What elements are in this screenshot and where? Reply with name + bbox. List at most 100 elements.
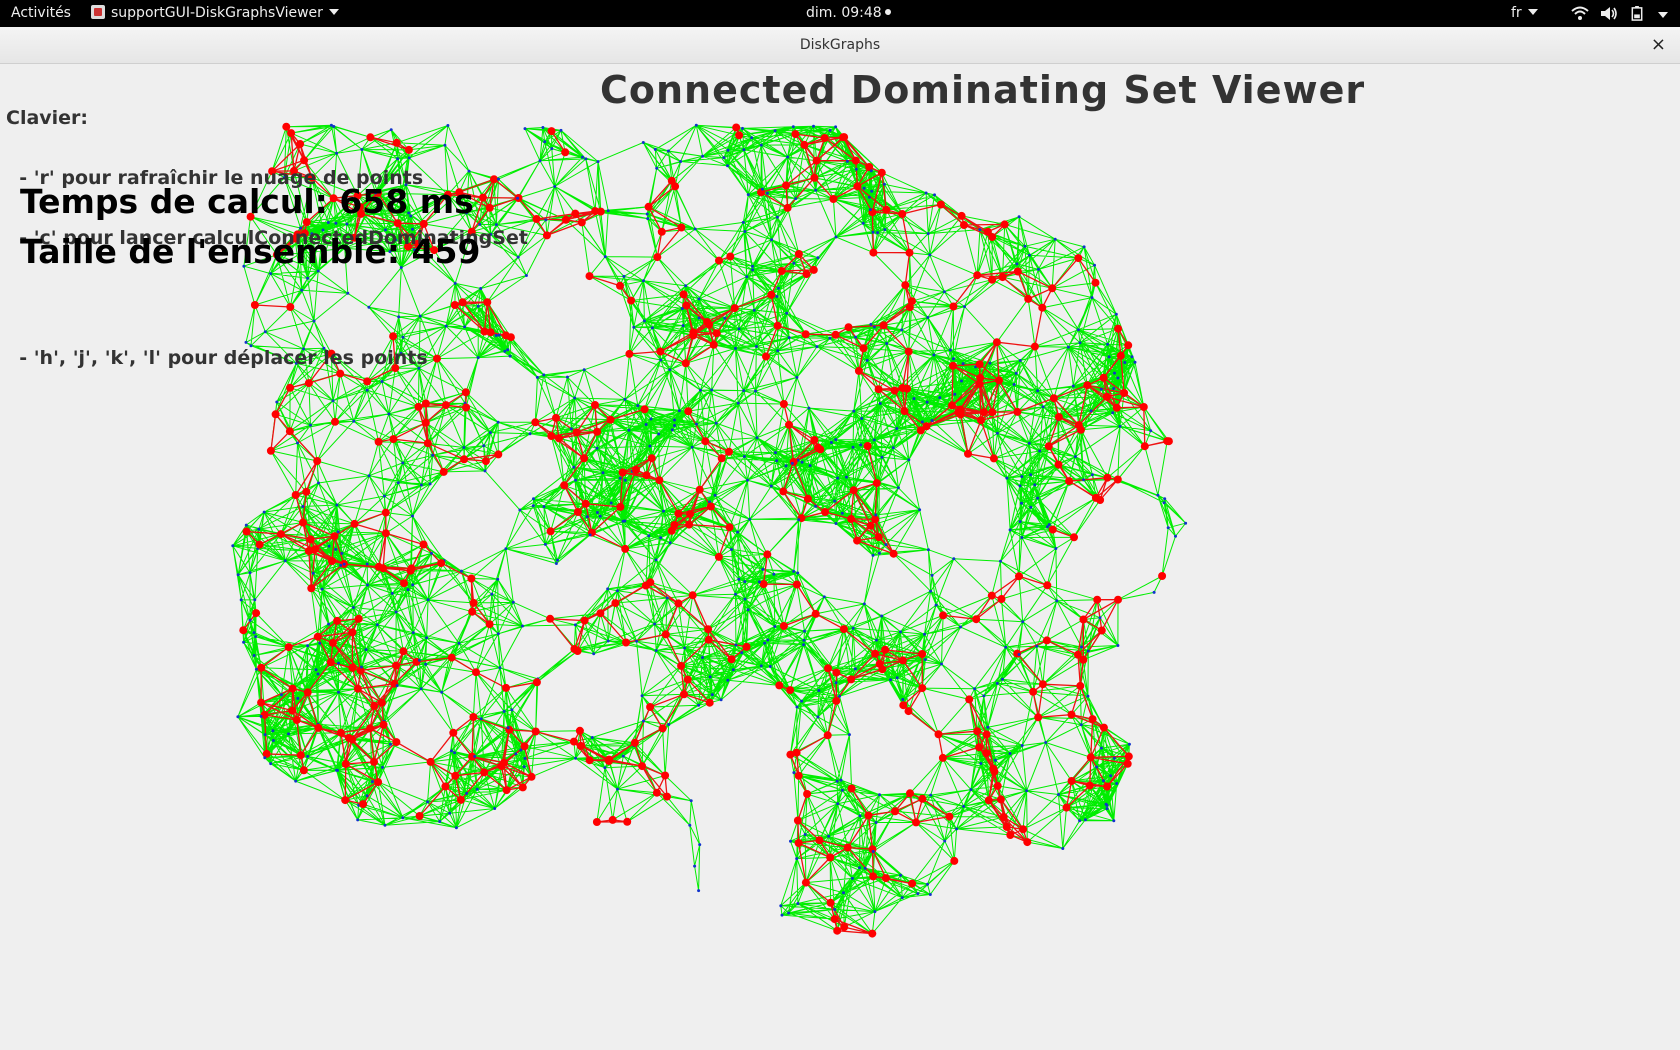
graph-node bbox=[869, 322, 873, 326]
graph-node bbox=[1112, 756, 1116, 760]
dominating-node bbox=[355, 203, 364, 211]
graph-node bbox=[1008, 752, 1012, 755]
dominating-node bbox=[638, 762, 647, 771]
dominating-node bbox=[975, 743, 984, 752]
graph-node bbox=[1066, 345, 1070, 349]
dominating-node bbox=[616, 502, 625, 511]
dominating-node bbox=[811, 609, 820, 618]
graph-node bbox=[736, 401, 740, 405]
graph-node bbox=[544, 218, 548, 222]
graph-node bbox=[300, 288, 304, 292]
graph-node bbox=[999, 559, 1002, 563]
volume-icon[interactable] bbox=[1600, 6, 1618, 21]
graph-node bbox=[926, 232, 930, 236]
dominating-node bbox=[1083, 381, 1092, 390]
wifi-icon[interactable] bbox=[1571, 6, 1589, 21]
dominating-node bbox=[763, 550, 772, 559]
graph-node bbox=[428, 482, 432, 486]
graph-canvas-area[interactable]: Clavier: - 'r' pour rafraîchir le nuage … bbox=[0, 64, 1680, 1050]
dominating-node bbox=[996, 795, 1005, 804]
graph-node bbox=[494, 334, 498, 337]
dominating-node bbox=[532, 678, 541, 687]
dominating-node bbox=[480, 327, 489, 336]
graph-node bbox=[271, 739, 275, 742]
graph-node bbox=[1107, 355, 1111, 359]
graph-node bbox=[1005, 476, 1009, 480]
dominating-node bbox=[965, 695, 974, 704]
graph-node bbox=[961, 362, 965, 366]
dominating-node bbox=[303, 688, 312, 697]
activities-button[interactable]: Activités bbox=[11, 5, 71, 21]
graph-node bbox=[644, 423, 648, 426]
dominating-node bbox=[441, 782, 450, 791]
graph-node bbox=[1008, 528, 1012, 532]
graph-node bbox=[659, 358, 663, 362]
close-window-button[interactable]: × bbox=[1650, 34, 1666, 55]
dominating-node bbox=[1074, 254, 1083, 263]
app-menu-button[interactable]: supportGUI-DiskGraphsViewer bbox=[91, 0, 339, 27]
graph-node bbox=[761, 567, 765, 571]
graph-node bbox=[259, 714, 263, 718]
dominating-node bbox=[1112, 403, 1121, 412]
graph-node bbox=[943, 839, 947, 843]
dominating-node bbox=[661, 771, 670, 780]
help-line: - 'r' pour rafraîchir le nuage de points bbox=[6, 167, 424, 189]
graph-node bbox=[928, 893, 932, 896]
dominating-node bbox=[912, 818, 920, 827]
graph-node bbox=[746, 193, 750, 197]
graph-node bbox=[1004, 645, 1008, 649]
dominating-node bbox=[1070, 533, 1078, 542]
dominating-node bbox=[803, 494, 812, 503]
graph-node bbox=[601, 471, 605, 475]
dominating-node bbox=[898, 210, 907, 218]
dominating-node bbox=[354, 614, 363, 623]
compute-time-label: Temps de calcul: 658 ms bbox=[20, 182, 474, 221]
battery-icon[interactable] bbox=[1631, 6, 1643, 21]
disk-graph-canvas bbox=[231, 122, 1188, 938]
dominating-node bbox=[830, 915, 839, 924]
graph-node bbox=[973, 687, 977, 691]
graph-node bbox=[1017, 215, 1021, 219]
dominating-node bbox=[785, 420, 793, 429]
dominating-node bbox=[1042, 636, 1051, 645]
graph-node bbox=[1020, 475, 1024, 479]
dominating-node bbox=[547, 432, 556, 440]
dominating-node bbox=[674, 599, 683, 608]
graph-node bbox=[365, 388, 369, 392]
dominating-node bbox=[329, 194, 338, 203]
dominating-node bbox=[621, 544, 630, 553]
dominating-node bbox=[903, 384, 912, 393]
dominating-node bbox=[419, 540, 428, 549]
dominating-node bbox=[683, 675, 692, 684]
set-size-label: Taille de l'ensemble: 459 bbox=[20, 232, 481, 271]
graph-node bbox=[803, 629, 806, 633]
dominating-node bbox=[759, 580, 768, 589]
graph-node bbox=[679, 160, 683, 163]
graph-node bbox=[592, 652, 596, 656]
graph-node bbox=[872, 438, 876, 442]
graph-node bbox=[1020, 536, 1024, 539]
graph-node bbox=[662, 509, 665, 513]
dominating-node bbox=[792, 748, 801, 757]
dominating-node bbox=[866, 521, 875, 530]
graph-node bbox=[878, 793, 881, 797]
dominating-node bbox=[792, 580, 801, 589]
graph-node bbox=[835, 779, 839, 783]
graph-node bbox=[399, 266, 403, 269]
graph-node bbox=[880, 455, 884, 459]
graph-node bbox=[1098, 616, 1102, 620]
graph-node bbox=[1106, 342, 1110, 346]
dominating-node bbox=[490, 175, 498, 184]
graph-node bbox=[869, 169, 873, 173]
graph-node bbox=[1045, 525, 1049, 529]
java-app-icon bbox=[91, 5, 105, 19]
clock-button[interactable]: dim. 09:48 bbox=[806, 0, 891, 27]
dominating-node bbox=[304, 379, 313, 388]
graph-node bbox=[541, 126, 545, 129]
dominating-node bbox=[1091, 278, 1100, 287]
power-menu-icon[interactable] bbox=[1658, 12, 1668, 18]
graph-node bbox=[795, 375, 799, 379]
language-menu-button[interactable]: fr bbox=[1511, 0, 1538, 27]
graph-node bbox=[784, 464, 788, 468]
graph-node bbox=[389, 742, 392, 746]
